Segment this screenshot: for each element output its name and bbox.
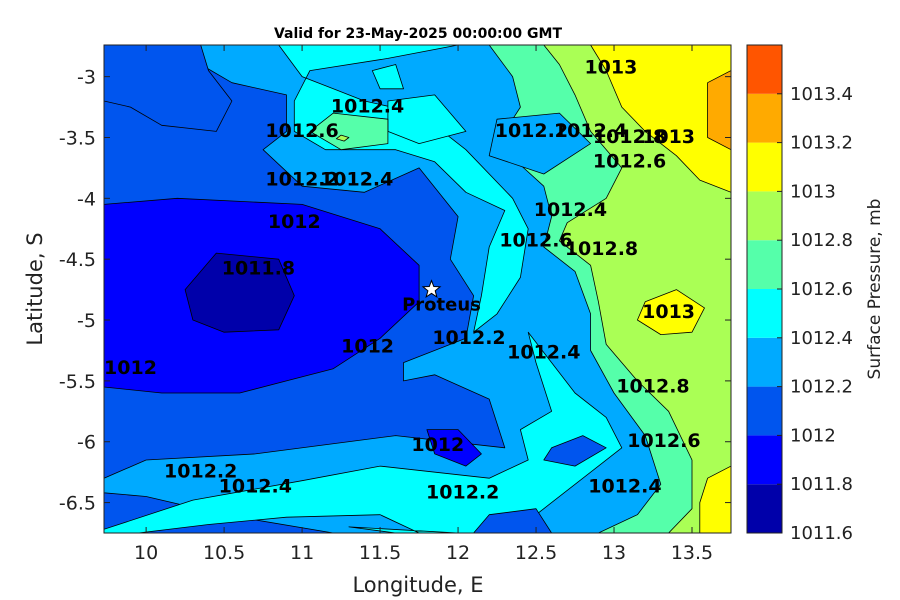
contour-label: 1012.6: [265, 120, 338, 142]
y-tick-label: -5: [77, 310, 96, 332]
pressure-region: [371, 64, 404, 90]
colorbar-tick-label: 1012.2: [790, 377, 853, 398]
x-tick-label: 11.5: [359, 542, 401, 564]
y-axis-ticks: -3 -3.5 -4 -4.5 -5 -5.5 -6 -6.5: [59, 67, 731, 515]
marker-label: Proteus: [402, 295, 481, 316]
contour-label: 1012.4: [507, 341, 580, 363]
x-tick-label: 10: [134, 542, 158, 564]
contour-label: 1012.4: [534, 199, 607, 221]
contour-label: 1013: [642, 126, 695, 148]
contour-label: 1012.4: [320, 169, 393, 191]
y-tick-label: -5.5: [59, 371, 96, 393]
contour-label: 1012.2: [265, 169, 338, 191]
colorbar-band: [747, 289, 782, 338]
x-axis-label: Longitude, E: [352, 573, 483, 597]
pressure-region: [543, 45, 731, 533]
contour-label: 1012.4: [554, 120, 627, 142]
pressure-region: [426, 429, 482, 467]
colorbar-tick-label: 1012.4: [790, 328, 853, 349]
colorbar-tick-label: 1011.6: [790, 523, 853, 544]
colorbar-label: Surface Pressure, mb: [865, 199, 885, 380]
colorbar-tick-label: 1012.8: [790, 230, 853, 251]
station-marker[interactable]: Proteus: [402, 279, 481, 316]
contour-label: 1012.6: [627, 430, 700, 452]
pressure-region: [488, 112, 591, 175]
y-axis-label: Latitude, S: [23, 232, 47, 345]
colorbar-band: [747, 240, 782, 289]
x-axis-ticks: 10 10.5 11 11.5 12 12.5 13 13.5: [134, 45, 713, 564]
pressure-region: [104, 45, 731, 533]
contour-label: 1012: [411, 434, 464, 456]
colorbar-tick-label: 1013.4: [790, 84, 853, 105]
contour-label: 1012.6: [593, 150, 666, 172]
y-tick-label: -4: [77, 188, 96, 210]
y-tick-label: -6.5: [59, 493, 96, 515]
contour-label: 1012: [341, 335, 394, 357]
contour-label: 1013: [642, 301, 695, 323]
y-tick-label: -3: [77, 67, 96, 89]
pressure-region: [335, 134, 350, 142]
contour-label: 1013: [584, 57, 637, 79]
colorbar-tick-label: 1013.2: [790, 133, 853, 154]
contour-label: 1012: [268, 211, 321, 233]
x-tick-label: 13.5: [671, 542, 713, 564]
contour-label: 1012.2: [426, 481, 499, 503]
colorbar-tick-label: 1013: [790, 181, 836, 202]
x-tick-label: 13: [602, 542, 626, 564]
contour-labels: 1013101310131012.41012.61012.41012.21012…: [104, 57, 701, 504]
colorbar-band: [747, 191, 782, 241]
pressure-region: [637, 289, 705, 336]
pressure-region: [590, 45, 731, 193]
colorbar-band: [747, 386, 782, 436]
pressure-region: [309, 112, 389, 151]
contour-label: 1012.2: [432, 327, 505, 349]
pressure-region: [707, 70, 731, 151]
contour-label: 1012.8: [593, 126, 666, 148]
x-tick-label: 10.5: [203, 542, 245, 564]
colorbar: 1013.4 1013.2 1013 1012.8 1012.6 1012.4 1012.2…: [746, 44, 853, 544]
y-tick-label: -3.5: [59, 127, 96, 149]
pressure-fill-regions: [104, 45, 731, 533]
colorbar-band: [747, 93, 782, 143]
colorbar-band: [747, 484, 782, 533]
colorbar-band: [747, 337, 782, 387]
pressure-region: [473, 508, 552, 533]
contour-label: 1012.8: [616, 376, 689, 398]
contour-label: 1012.4: [219, 475, 292, 497]
contour-label: 1012: [104, 357, 157, 379]
contour-label: 1012.4: [331, 96, 404, 118]
x-tick-label: 12.5: [515, 542, 557, 564]
colorbar-tick-label: 1011.8: [790, 474, 853, 495]
y-tick-label: -4.5: [59, 249, 96, 271]
colorbar-tick-label: 1012: [790, 425, 836, 446]
pressure-region: [699, 465, 731, 533]
contour-label: 1012.6: [499, 229, 572, 251]
pressure-region: [184, 252, 295, 333]
y-tick-label: -6: [77, 432, 96, 454]
contour-label: 1012.2: [495, 120, 568, 142]
contour-label: 1012.4: [588, 475, 661, 497]
contour-label: 1012.8: [565, 238, 638, 260]
plot-frame: [103, 44, 732, 534]
map-title: Valid for 23-May-2025 00:00:00 GMT: [274, 26, 562, 42]
x-tick-label: 12: [446, 542, 470, 564]
colorbar-tick-label: 1012.6: [790, 279, 853, 300]
contour-label: 1011.8: [222, 257, 295, 279]
pressure-region: [104, 45, 233, 132]
x-tick-label: 11: [290, 542, 314, 564]
colorbar-band: [747, 45, 782, 94]
contour-label: 1012.2: [164, 461, 237, 483]
colorbar-band: [747, 435, 782, 485]
star-icon[interactable]: [421, 279, 442, 299]
pressure-region: [543, 435, 607, 467]
colorbar-band: [747, 142, 782, 192]
